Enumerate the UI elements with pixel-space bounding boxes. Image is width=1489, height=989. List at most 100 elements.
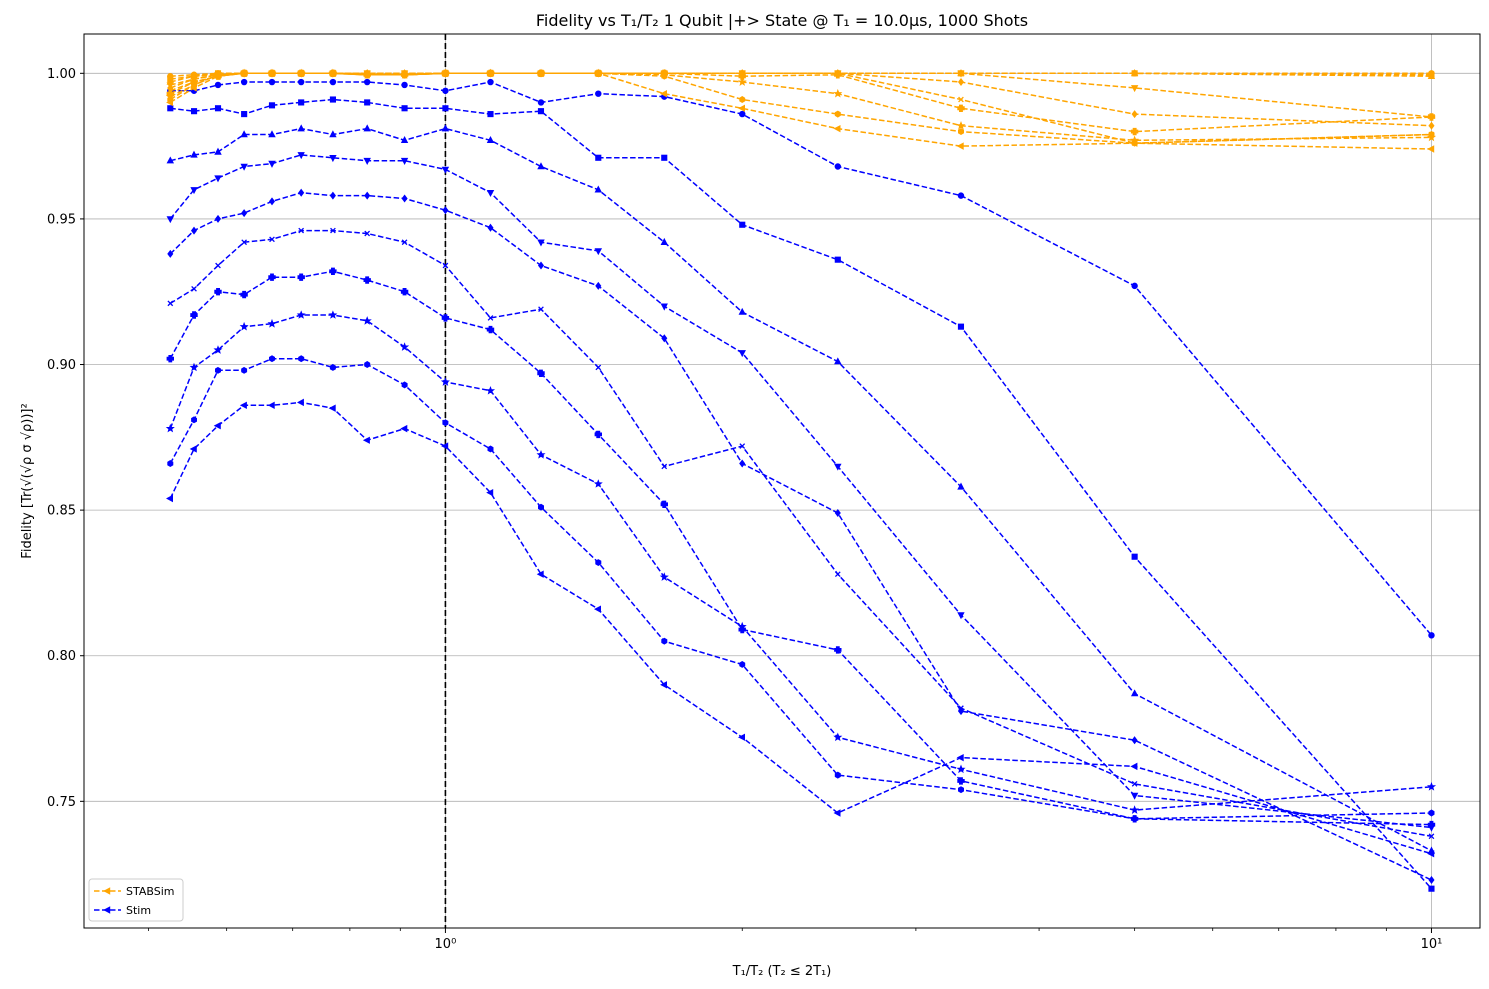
data-point bbox=[956, 753, 964, 762]
data-point bbox=[595, 364, 602, 371]
data-point bbox=[363, 157, 371, 165]
data-point bbox=[328, 404, 336, 412]
data-point bbox=[739, 661, 746, 668]
data-point bbox=[189, 362, 199, 372]
data-point bbox=[1428, 632, 1435, 639]
data-point bbox=[1131, 736, 1138, 745]
data-point bbox=[1130, 85, 1139, 93]
data-point bbox=[328, 310, 338, 319]
data-point bbox=[298, 355, 305, 363]
data-point bbox=[956, 142, 964, 150]
data-point bbox=[958, 705, 964, 711]
data-point bbox=[441, 314, 450, 322]
data-point bbox=[739, 221, 746, 228]
data-point bbox=[1130, 689, 1139, 697]
series-stim-x bbox=[167, 227, 1435, 840]
data-point bbox=[364, 230, 371, 237]
data-point bbox=[536, 570, 544, 578]
data-point bbox=[594, 248, 603, 256]
data-point bbox=[834, 357, 842, 365]
data-point bbox=[834, 163, 842, 170]
data-point bbox=[485, 386, 496, 395]
data-point bbox=[486, 325, 495, 334]
series-layer bbox=[165, 68, 1437, 892]
data-point bbox=[442, 262, 449, 269]
data-point bbox=[268, 102, 276, 109]
data-point bbox=[240, 130, 248, 138]
data-point bbox=[166, 494, 173, 503]
data-point bbox=[661, 334, 668, 343]
data-point bbox=[486, 190, 495, 197]
data-point bbox=[1428, 131, 1435, 138]
data-point bbox=[537, 162, 545, 170]
data-point bbox=[1427, 113, 1436, 121]
data-point bbox=[167, 460, 174, 467]
data-point bbox=[441, 69, 449, 78]
data-point bbox=[268, 78, 276, 86]
data-point bbox=[957, 482, 965, 490]
data-point bbox=[240, 290, 248, 299]
data-point bbox=[1428, 885, 1435, 892]
data-point bbox=[362, 436, 370, 444]
data-point bbox=[834, 646, 842, 654]
data-point bbox=[442, 105, 449, 112]
data-point bbox=[166, 355, 174, 363]
data-point bbox=[213, 345, 223, 354]
data-point bbox=[401, 381, 408, 389]
data-point bbox=[166, 98, 173, 107]
data-point bbox=[103, 906, 111, 914]
data-point bbox=[400, 424, 408, 433]
data-point bbox=[214, 175, 222, 183]
data-point bbox=[660, 681, 667, 689]
data-point bbox=[364, 191, 371, 200]
data-point bbox=[661, 72, 668, 80]
series-stim-hexagon bbox=[167, 355, 1435, 823]
series-stim-triangle-down bbox=[166, 152, 1436, 832]
data-point bbox=[1131, 282, 1138, 290]
data-point bbox=[103, 887, 111, 895]
data-point bbox=[214, 214, 222, 223]
data-point bbox=[834, 571, 841, 578]
data-point bbox=[1130, 805, 1140, 814]
series-stim-star bbox=[165, 310, 1437, 814]
data-point bbox=[165, 423, 175, 433]
data-point bbox=[330, 227, 336, 234]
series-stim-plus bbox=[166, 267, 1436, 829]
data-point bbox=[737, 733, 745, 741]
data-point bbox=[441, 442, 449, 450]
data-point bbox=[738, 72, 746, 80]
data-point bbox=[298, 99, 305, 106]
data-point bbox=[190, 311, 198, 319]
series-stim-square bbox=[167, 96, 1435, 892]
data-point bbox=[661, 463, 668, 470]
data-point bbox=[241, 209, 248, 218]
data-point bbox=[594, 69, 601, 78]
data-point bbox=[241, 111, 248, 118]
data-point bbox=[191, 416, 197, 424]
data-point bbox=[487, 111, 494, 118]
data-point bbox=[329, 363, 336, 371]
y-tick-label: 1.00 bbox=[47, 67, 76, 82]
data-point bbox=[400, 342, 410, 351]
data-point bbox=[1130, 127, 1139, 136]
data-point bbox=[267, 318, 277, 328]
data-point bbox=[167, 300, 174, 307]
data-point bbox=[956, 764, 966, 774]
data-point bbox=[537, 99, 545, 106]
data-point bbox=[487, 445, 494, 453]
data-point bbox=[167, 105, 174, 112]
data-point bbox=[738, 307, 746, 315]
data-point bbox=[239, 321, 249, 331]
data-point bbox=[537, 369, 545, 377]
data-point bbox=[487, 315, 494, 321]
chart-title: Fidelity vs T₁/T₂ 1 Qubit |+> State @ T₁… bbox=[536, 11, 1028, 30]
series-stim-triangle-left bbox=[166, 398, 1435, 858]
data-point bbox=[957, 70, 965, 78]
data-point bbox=[957, 77, 965, 87]
data-point bbox=[536, 69, 544, 78]
data-point bbox=[214, 81, 222, 89]
data-point bbox=[441, 124, 450, 132]
data-point bbox=[268, 130, 276, 138]
